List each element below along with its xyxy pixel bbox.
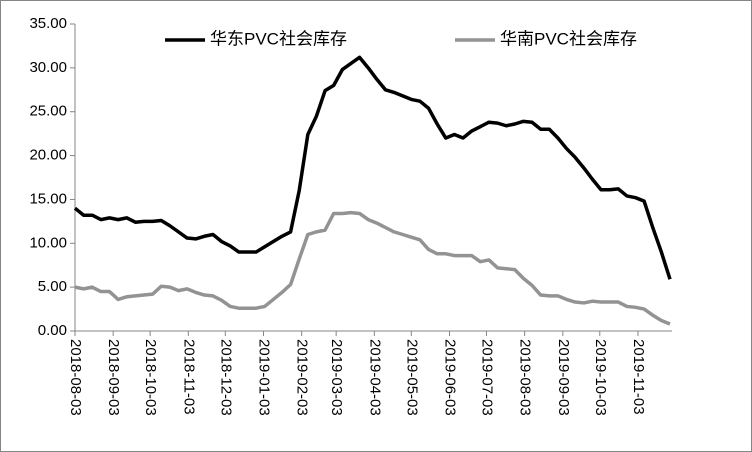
y-tick-label: 15.00	[29, 190, 67, 207]
x-tick-label: 2018-09-03	[105, 339, 122, 416]
series-line	[74, 210, 671, 326]
series-line	[73, 55, 672, 280]
y-tick-label: 35.00	[29, 15, 67, 32]
x-tick-label: 2019-06-03	[442, 339, 459, 416]
y-tick-label: 25.00	[29, 103, 67, 120]
x-tick-label: 2019-08-03	[517, 339, 534, 416]
y-tick-label: 0.00	[38, 322, 67, 339]
x-tick-label: 2019-10-03	[592, 339, 609, 416]
x-tick-label: 2018-08-03	[67, 339, 84, 416]
x-tick-label: 2019-03-03	[328, 339, 345, 416]
x-tick-label: 2019-04-03	[366, 339, 383, 416]
x-tick-label: 2018-11-03	[180, 339, 197, 415]
x-tick-label: 2019-11-03	[630, 339, 647, 415]
x-tick-label: 2018-12-03	[217, 339, 234, 416]
x-tick-label: 2019-05-03	[403, 339, 420, 416]
legend-label: 华东PVC社会库存	[210, 29, 347, 48]
y-tick-label: 5.00	[38, 278, 67, 295]
y-tick-label: 10.00	[29, 234, 67, 251]
x-tick-label: 2019-09-03	[555, 339, 572, 416]
y-tick-label: 20.00	[29, 147, 67, 164]
x-tick-label: 2019-02-03	[294, 339, 311, 416]
x-tick-label: 2019-07-03	[478, 339, 495, 416]
x-tick-label: 2018-10-03	[142, 339, 159, 416]
legend-label: 华南PVC社会库存	[500, 29, 637, 48]
y-tick-label: 30.00	[29, 59, 67, 76]
x-tick-label: 2019-01-03	[256, 339, 273, 416]
